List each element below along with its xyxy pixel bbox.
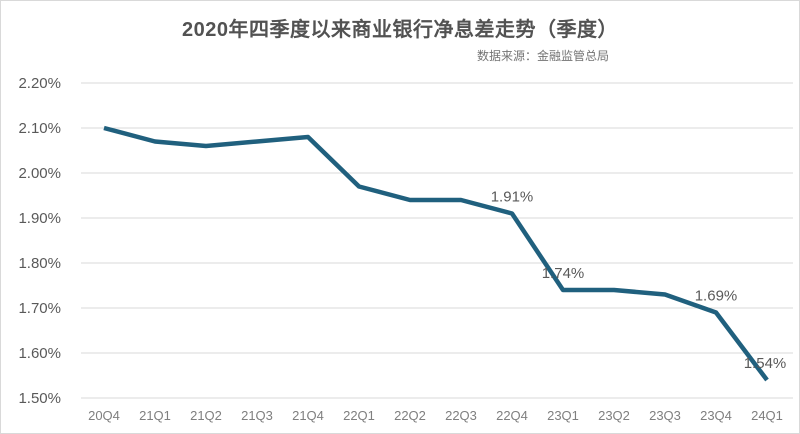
x-axis-tick-label: 22Q3 bbox=[445, 408, 477, 423]
x-axis-tick-label: 24Q1 bbox=[751, 408, 783, 423]
y-axis-tick-label: 1.50% bbox=[18, 390, 61, 407]
x-axis-tick-label: 23Q2 bbox=[598, 408, 630, 423]
y-axis-tick-label: 1.60% bbox=[18, 345, 61, 362]
x-axis-tick-label: 20Q4 bbox=[88, 408, 120, 423]
y-axis-tick-label: 1.80% bbox=[18, 255, 61, 272]
y-axis-tick-label: 1.90% bbox=[18, 210, 61, 227]
data-point-label: 1.91% bbox=[491, 189, 534, 206]
y-axis-tick-label: 1.70% bbox=[18, 300, 61, 317]
data-point-label: 1.54% bbox=[744, 355, 787, 372]
data-point-label: 1.69% bbox=[695, 288, 738, 305]
data-point-label: 1.74% bbox=[542, 265, 585, 282]
x-axis-tick-label: 23Q3 bbox=[649, 408, 681, 423]
x-axis-tick-label: 21Q3 bbox=[241, 408, 273, 423]
x-axis-tick-label: 22Q1 bbox=[343, 408, 375, 423]
y-axis-tick-label: 2.10% bbox=[18, 120, 61, 137]
x-axis-tick-label: 23Q1 bbox=[547, 408, 579, 423]
x-axis-tick-label: 22Q4 bbox=[496, 408, 528, 423]
nim-trend-line bbox=[103, 125, 769, 382]
data-source-label: 数据来源：金融监管总局 bbox=[476, 49, 609, 63]
x-axis-tick-label: 22Q2 bbox=[394, 408, 426, 423]
y-axis-tick-label: 2.00% bbox=[18, 165, 61, 182]
x-axis-tick-label: 21Q2 bbox=[190, 408, 222, 423]
y-axis-tick-label: 2.20% bbox=[18, 75, 61, 92]
x-axis-tick-label: 23Q4 bbox=[700, 408, 732, 423]
x-axis-tick-label: 21Q1 bbox=[139, 408, 171, 423]
chart-title: 2020年四季度以来商业银行净息差走势（季度） bbox=[182, 19, 618, 41]
x-axis-tick-label: 21Q4 bbox=[292, 408, 324, 423]
